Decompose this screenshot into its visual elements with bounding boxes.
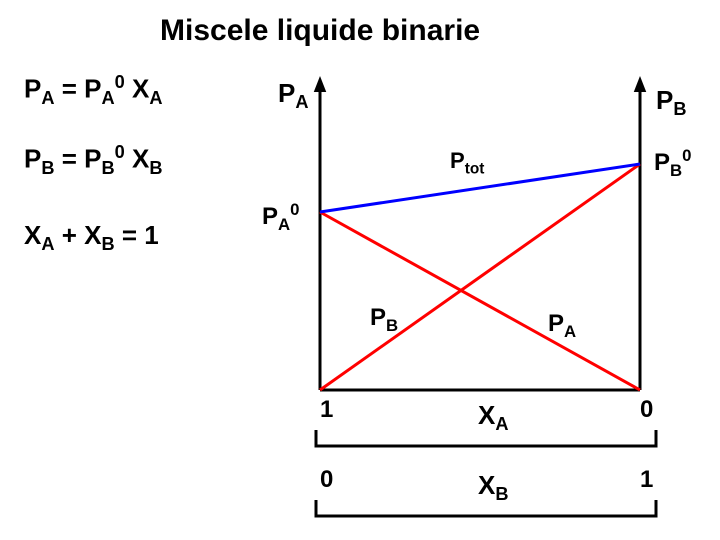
axis-right-arrow xyxy=(634,76,647,92)
label-pa0: PA0 xyxy=(262,200,299,235)
line-pa xyxy=(320,212,640,390)
label-xa-left: 1 xyxy=(320,396,333,424)
equation-sum: XA + XB = 1 xyxy=(24,220,159,255)
equation-pb: PB = PB0 XB xyxy=(24,142,162,179)
label-pb-axis: PB xyxy=(656,85,686,120)
equation-pa: PA = PA0 XA xyxy=(24,72,162,109)
page-title: Miscele liquide binarie xyxy=(160,14,480,48)
bracket-xb xyxy=(312,496,660,520)
axis-left-arrow xyxy=(314,76,327,92)
raoult-plot xyxy=(300,70,660,400)
label-xb-right: 1 xyxy=(640,466,653,494)
line-pb xyxy=(320,164,640,390)
line-ptot xyxy=(320,164,640,212)
label-xb-left: 0 xyxy=(320,466,333,494)
bracket-xa xyxy=(312,426,660,450)
label-xa-right: 0 xyxy=(640,396,653,424)
